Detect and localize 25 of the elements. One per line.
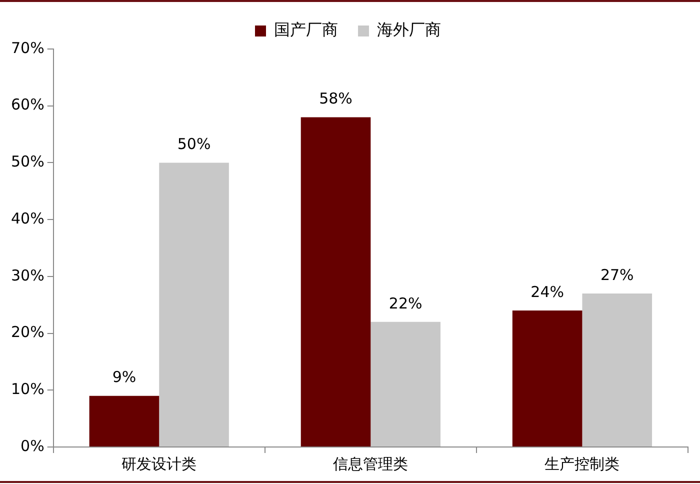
bar [512, 310, 582, 446]
data-label: 27% [600, 266, 634, 284]
legend-label: 海外厂商 [377, 20, 441, 40]
data-label: 24% [530, 282, 564, 301]
bar [582, 293, 652, 446]
y-tick-label: 50% [10, 152, 44, 171]
y-tick-label: 0% [20, 436, 44, 455]
bar [159, 162, 229, 446]
x-tick-label: 生产控制类 [544, 454, 620, 473]
y-tick-label: 30% [10, 266, 44, 284]
legend-label: 国产厂商 [274, 20, 338, 40]
y-tick-label: 60% [10, 96, 44, 114]
data-label: 50% [177, 135, 211, 154]
bar [89, 396, 160, 446]
x-tick-label: 信息管理类 [333, 454, 408, 473]
y-tick-label: 70% [10, 38, 44, 57]
x-tick-label: 研发设计类 [122, 454, 197, 473]
y-tick-label: 40% [10, 209, 44, 228]
bar [370, 322, 440, 446]
data-label: 58% [319, 90, 352, 108]
y-tick-label: 10% [10, 380, 44, 398]
data-label: 9% [112, 368, 136, 386]
bar [300, 117, 371, 446]
data-label: 22% [388, 294, 422, 312]
y-tick-label: 20% [10, 323, 44, 342]
